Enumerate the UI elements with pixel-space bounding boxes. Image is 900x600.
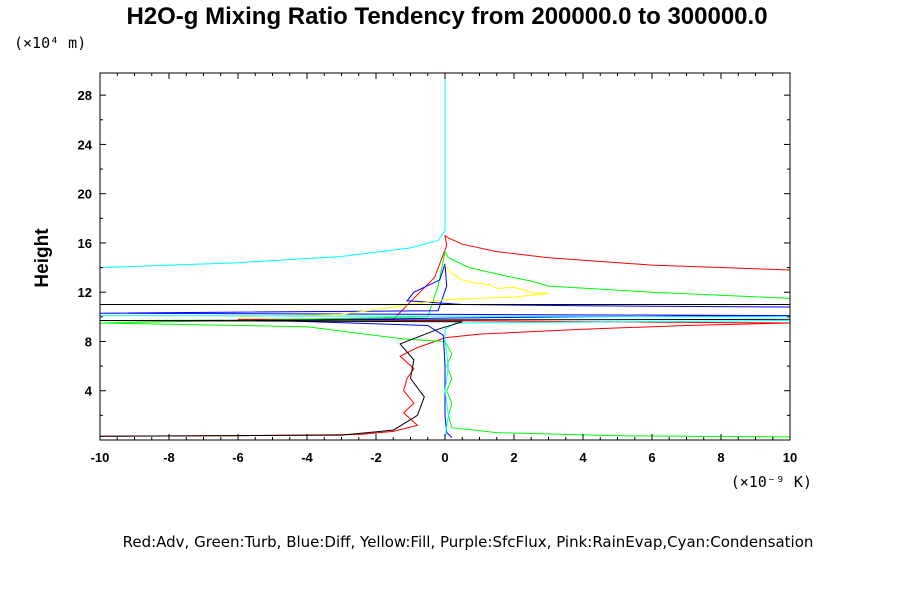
x-axis: -10 -8 -6 -4 -2 0 2 4 6 8 10	[91, 73, 797, 465]
y-tick-label: 28	[78, 88, 92, 103]
y-tick-label: 16	[78, 236, 92, 251]
x-axis-unit-label: (×10⁻⁹ K)	[731, 473, 812, 491]
y-tick-label: 24	[78, 137, 93, 152]
y-tick-label: 20	[78, 187, 92, 202]
x-tick-label: -2	[370, 450, 382, 465]
y-tick-label: 8	[85, 334, 92, 349]
series-line-3	[237, 264, 549, 318]
y-axis-label: Height	[32, 228, 53, 288]
x-tick-label: -10	[91, 450, 110, 465]
x-tick-label: 10	[783, 450, 797, 465]
series-line-1	[99, 250, 791, 438]
series-line-4	[99, 73, 791, 438]
y-tick-label: 12	[78, 285, 92, 300]
legend-text: Red:Adv, Green:Turb, Blue:Diff, Yellow:F…	[123, 533, 814, 551]
chart-title: H2O-g Mixing Ratio Tendency from 200000.…	[126, 3, 767, 30]
y-tick-label: 4	[85, 384, 93, 399]
x-tick-label: -6	[232, 450, 244, 465]
x-tick-label: -4	[301, 450, 313, 465]
x-tick-label: 0	[441, 450, 448, 465]
x-tick-label: 4	[579, 450, 587, 465]
x-tick-label: -8	[163, 450, 175, 465]
plot-area	[99, 73, 791, 438]
x-tick-label: 6	[648, 450, 655, 465]
series-line-2	[99, 263, 791, 438]
y-axis-unit-label: (×10⁴ m)	[14, 34, 86, 52]
x-tick-label: 2	[510, 450, 517, 465]
x-tick-label: 8	[717, 450, 724, 465]
series-line-5	[99, 304, 791, 437]
y-axis: 4 8 12 16 20 24 28	[78, 88, 790, 416]
